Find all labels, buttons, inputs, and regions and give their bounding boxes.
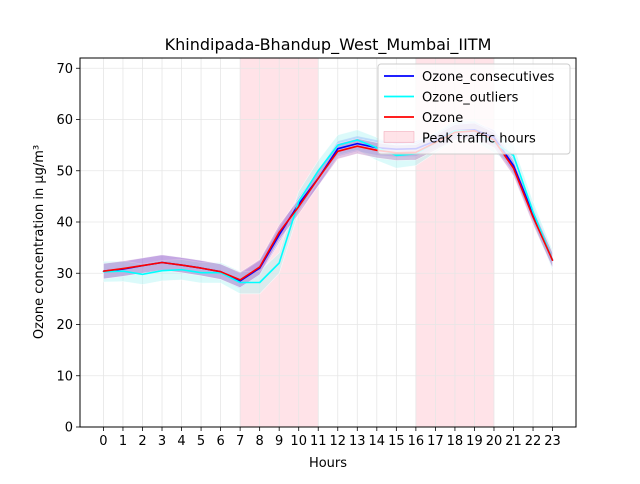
data-point-Ozone_outliers-21 [512,154,515,156]
data-point-Ozone_outliers-12 [337,144,339,146]
chart-title: Khindipada-Bhandup_West_Mumbai_IITM [165,35,492,55]
data-point-Ozone_outliers-9 [278,262,280,264]
data-point-Ozone-1 [122,268,124,270]
data-point-Ozone_outliers-7 [239,281,241,284]
x-axis-label: Hours [309,456,347,471]
x-tick-label-5: 5 [197,434,205,449]
x-tick-label-15: 15 [388,434,405,449]
x-tick-label-7: 7 [236,434,244,449]
x-tick-label-0: 0 [99,434,107,449]
data-point-Ozone_outliers-11 [317,170,319,172]
x-tick-label-9: 9 [275,434,283,449]
x-tick-label-20: 20 [486,434,503,449]
x-tick-label-14: 14 [369,434,386,449]
data-point-Ozone-14 [376,149,378,151]
band-Ozone_outliers [103,120,553,295]
legend-label-0: Ozone_consecutives [422,70,555,85]
data-point-Ozone-23 [551,259,554,262]
x-tick-label-2: 2 [138,434,146,449]
data-point-Ozone-6 [219,271,222,273]
x-tick-label-21: 21 [505,434,522,449]
x-tick-label-13: 13 [349,434,366,449]
data-point-Ozone-10 [298,206,300,208]
legend-label-3: Peak traffic hours [422,132,536,147]
data-point-Ozone_outliers-2 [141,273,144,275]
x-tick-label-10: 10 [290,434,307,449]
x-tick-label-3: 3 [158,434,166,449]
y-axis-label: Ozone concentration in µg/m³ [32,145,47,339]
data-point-Ozone-12 [337,150,339,152]
x-tick-label-12: 12 [329,434,346,449]
x-tick-label-16: 16 [408,434,425,449]
axis-ticks: 0 1 2 3 4 5 6 7 8 9 10 11 12 13 14 15 16 17 18 19 20 21 22 2301… [56,62,560,449]
data-point-Ozone_outliers-5 [200,272,202,274]
x-tick-label-22: 22 [525,434,542,449]
data-point-Ozone-11 [317,177,319,180]
data-point-Ozone_outliers-13 [356,139,358,141]
data-point-Ozone_outliers-22 [532,211,534,213]
data-point-Ozone-4 [180,264,183,266]
x-tick-label-4: 4 [177,434,185,449]
data-point-Ozone_outliers-8 [259,281,261,284]
data-point-Ozone_consecutives-9 [278,234,280,236]
data-point-Ozone-21 [512,167,515,169]
x-tick-label-8: 8 [256,434,264,449]
y-tick-label-7: 70 [56,62,73,77]
data-point-Ozone-8 [259,266,261,268]
data-point-Ozone_outliers-10 [298,200,300,203]
y-tick-label-5: 50 [56,164,73,179]
x-tick-label-19: 19 [466,434,483,449]
y-tick-label-2: 20 [56,318,73,333]
confidence-bands [103,120,553,295]
data-point-Ozone_consecutives-13 [356,142,358,145]
band-Ozone [103,122,553,288]
x-tick-label-23: 23 [544,434,561,449]
legend-box [377,63,571,155]
data-point-Ozone-2 [141,264,144,267]
data-point-Ozone-5 [200,267,202,269]
data-point-Ozone_consecutives-21 [512,165,515,167]
x-tick-label-17: 17 [427,434,444,449]
plot-frame [79,57,577,428]
x-tick-label-6: 6 [216,434,224,449]
data-point-Ozone-13 [356,145,358,147]
data-point-Ozone-9 [278,231,280,233]
data-point-Ozone_outliers-3 [161,270,163,272]
data-point-Ozone-3 [161,261,163,264]
legend: Ozone_consecutives Ozone_outliers Ozone Pea… [377,63,571,155]
legend-label-1: Ozone_outliers [422,91,519,106]
data-point-Ozone_outliers-4 [180,269,183,271]
data-point-Ozone_consecutives-12 [337,148,339,150]
y-tick-label-4: 40 [56,216,73,231]
y-tick-label-6: 60 [56,113,73,128]
data-point-Ozone-22 [532,216,534,218]
y-tick-label-1: 10 [56,369,73,384]
legend-swatch-peak-traffic-hours [383,131,415,143]
x-tick-label-11: 11 [310,434,327,449]
y-tick-label-3: 30 [56,267,73,282]
data-point-Ozone_outliers-14 [376,147,378,149]
data-point-Ozone-7 [239,279,241,281]
data-point-Ozone_outliers-1 [122,270,124,272]
x-tick-label-18: 18 [447,434,464,449]
data-point-Ozone_outliers-15 [395,154,397,156]
x-tick-label-1: 1 [119,434,127,449]
legend-label-2: Ozone [422,111,463,126]
y-tick-label-0: 0 [65,421,73,436]
data-point-Ozone-0 [102,270,105,272]
